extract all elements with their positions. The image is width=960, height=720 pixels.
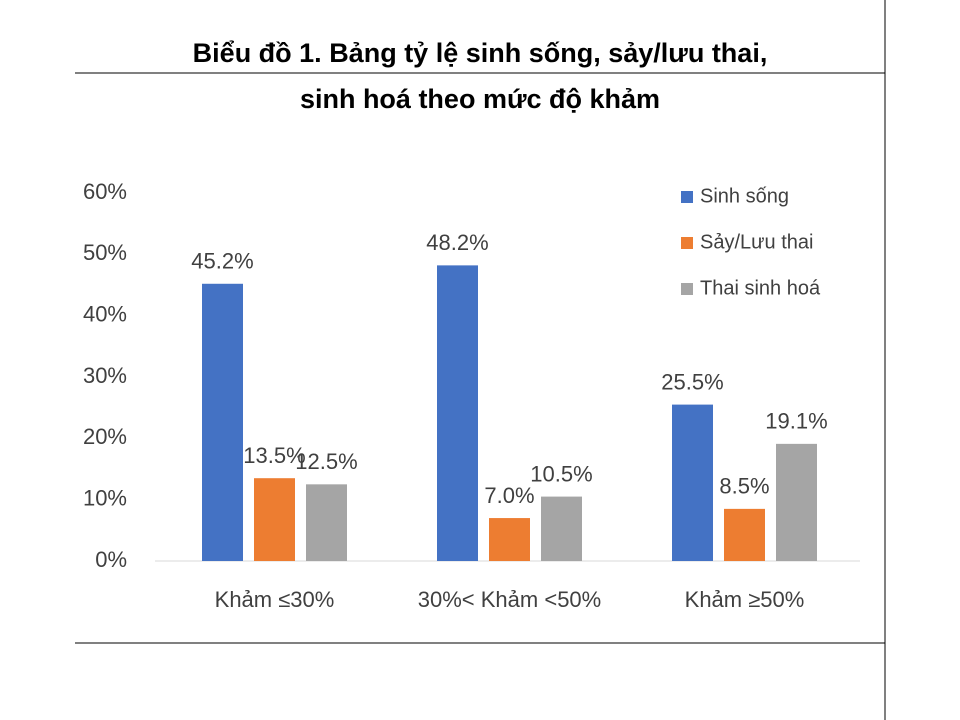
- bar: [437, 265, 478, 561]
- y-tick-label: 60%: [83, 179, 127, 204]
- value-label: 45.2%: [191, 249, 253, 274]
- y-tick-label: 30%: [83, 363, 127, 388]
- value-label: 12.5%: [295, 449, 357, 474]
- y-tick-label: 10%: [83, 485, 127, 510]
- value-label: 8.5%: [719, 474, 769, 499]
- y-tick-label: 0%: [95, 547, 127, 572]
- bar: [776, 443, 817, 561]
- legend-label: Sảy/Lưu thai: [700, 231, 813, 253]
- y-tick-label: 20%: [83, 424, 127, 449]
- value-label: 25.5%: [661, 369, 723, 394]
- bar: [541, 496, 582, 561]
- bar: [202, 283, 243, 561]
- bar: [489, 518, 530, 561]
- y-tick-label: 50%: [83, 240, 127, 265]
- bar: [254, 478, 295, 561]
- bar: [306, 484, 347, 561]
- chart-title: sinh hoá theo mức độ khảm: [300, 84, 660, 114]
- legend-swatch: [681, 283, 693, 295]
- chart-title: Biểu đồ 1. Bảng tỷ lệ sinh sống, sảy/lưu…: [193, 38, 768, 68]
- legend-swatch: [681, 237, 693, 249]
- x-tick-label: 30%< Khảm <50%: [418, 587, 601, 612]
- x-tick-label: Khảm ≤30%: [215, 587, 335, 612]
- value-label: 13.5%: [243, 443, 305, 468]
- value-label: 19.1%: [765, 409, 827, 434]
- legend-label: Sinh sống: [700, 185, 789, 207]
- y-tick-label: 40%: [83, 301, 127, 326]
- legend-swatch: [681, 191, 693, 203]
- legend-label: Thai sinh hoá: [700, 277, 821, 299]
- x-tick-label: Khảm ≥50%: [685, 587, 805, 612]
- bar: [672, 404, 713, 561]
- value-label: 48.2%: [426, 230, 488, 255]
- value-label: 10.5%: [530, 461, 592, 486]
- value-label: 7.0%: [484, 483, 534, 508]
- bar: [724, 508, 765, 561]
